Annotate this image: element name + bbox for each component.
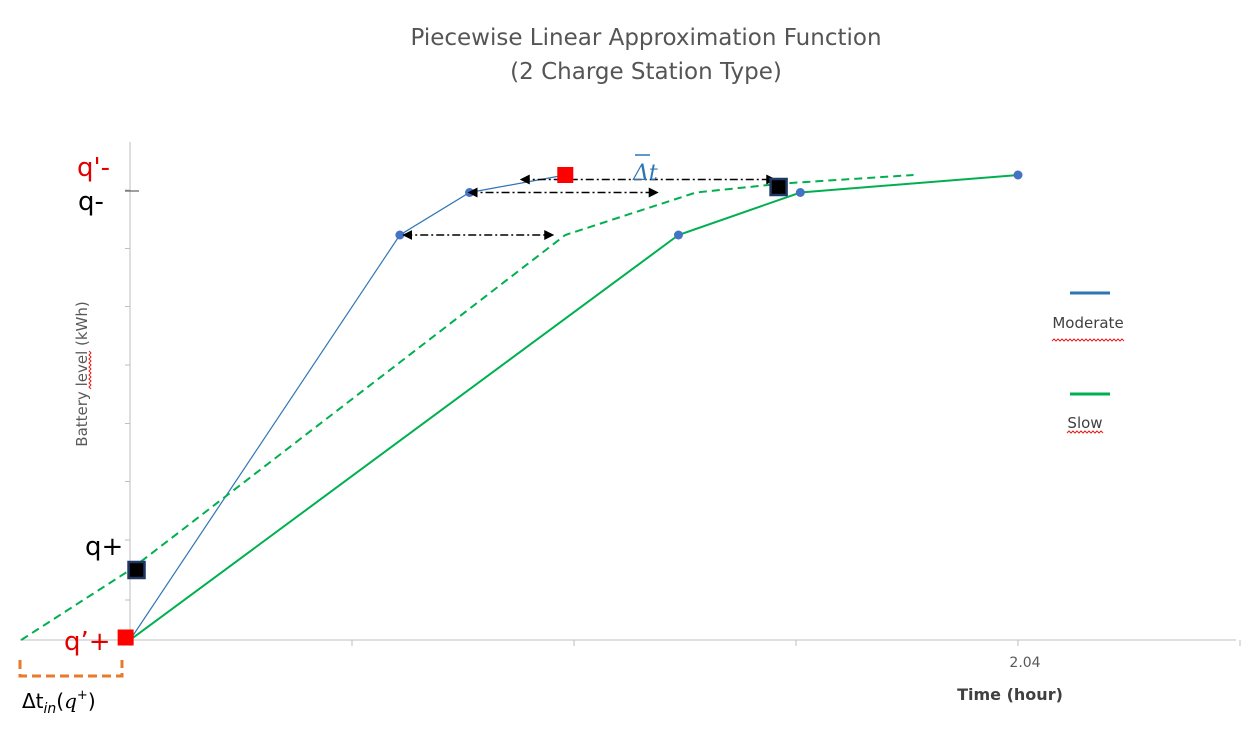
y-axis-title-spellcheck xyxy=(88,350,92,390)
y-axis-title: Battery level (kWh) xyxy=(73,301,91,446)
black-square-point-1 xyxy=(127,560,146,580)
delta-t-in-sup: + xyxy=(77,688,88,703)
delta-t-in-bracket: Δtin(q+) xyxy=(18,660,124,717)
axes xyxy=(20,142,1241,646)
delta-t-in-arg: q xyxy=(64,689,77,713)
annotation-points xyxy=(117,167,788,646)
series-slow-point-2 xyxy=(795,188,805,197)
legend: Moderate Slow xyxy=(1051,291,1125,434)
q-plus-label: q+ xyxy=(85,532,123,562)
black-square-point-0 xyxy=(769,177,788,197)
q-prime-plus-label: q’+ xyxy=(64,627,111,657)
series-moderate-solid-line xyxy=(129,174,566,641)
y-axis-ticks xyxy=(125,189,130,601)
delta-t-in-base: Δt xyxy=(22,689,44,713)
x-axis-ticks xyxy=(129,640,1241,646)
legend-slow-spellcheck xyxy=(1066,430,1104,434)
legend-moderate-spellcheck xyxy=(1051,338,1125,342)
series-slow-dashed-line xyxy=(20,174,914,641)
delta-t-text: Δt xyxy=(632,161,658,186)
chart-title-line1: Piecewise Linear Approximation Function xyxy=(410,25,881,51)
series-group xyxy=(20,170,1023,641)
delta-t-label: Δt xyxy=(632,154,658,186)
x-axis-title: Time (hour) xyxy=(957,685,1063,704)
series-slow-point-1 xyxy=(673,230,683,240)
x-tick-label: 2.04 xyxy=(1009,655,1040,671)
series-slow-solid-line xyxy=(129,174,1019,641)
red-square-point-1 xyxy=(117,629,134,646)
legend-slow-label: Slow xyxy=(1067,414,1102,432)
arrow-group xyxy=(402,174,777,240)
delta-t-in-open: ( xyxy=(56,689,64,713)
chart-title-line2: (2 Charge Station Type) xyxy=(510,59,782,85)
orange-bracket xyxy=(18,660,124,678)
q-prime-minus-label: q'- xyxy=(77,153,110,183)
series-slow-point-3 xyxy=(1013,170,1023,180)
q-minus-label: q- xyxy=(78,187,104,217)
delta-t-in-label: Δtin(q+) xyxy=(22,688,96,717)
series-moderate-point-1 xyxy=(395,230,405,240)
delta-t-in-sub: in xyxy=(44,701,57,717)
delta-t-in-close: ) xyxy=(88,689,96,713)
red-square-point-0 xyxy=(557,167,574,183)
legend-moderate-label: Moderate xyxy=(1052,314,1123,332)
